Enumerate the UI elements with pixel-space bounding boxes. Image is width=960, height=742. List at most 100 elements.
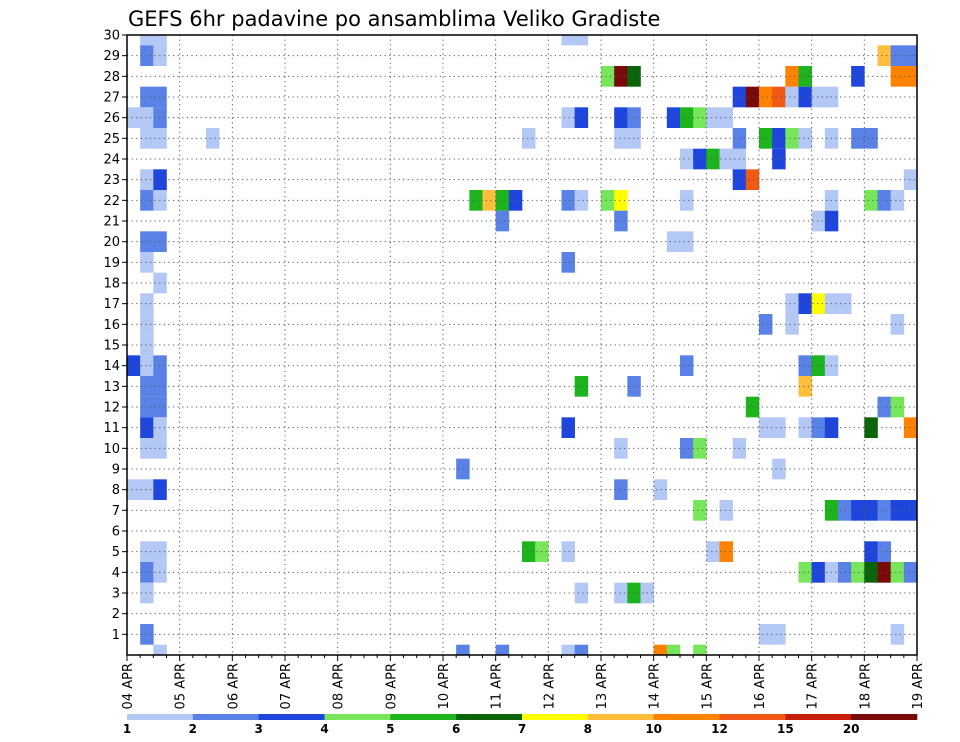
heatmap-cell bbox=[772, 148, 786, 170]
heatmap-cell bbox=[601, 190, 615, 211]
heatmap-cell bbox=[759, 314, 773, 335]
x-tick-label: 17 APR bbox=[806, 663, 821, 709]
heatmap-cell bbox=[785, 293, 799, 314]
y-tick-label: 19 bbox=[103, 256, 120, 271]
heatmap-cell bbox=[140, 128, 154, 149]
heatmap-cell bbox=[772, 128, 786, 149]
heatmap-cell bbox=[140, 252, 154, 273]
y-tick-label: 15 bbox=[103, 339, 120, 354]
heatmap-cell bbox=[719, 148, 733, 170]
heatmap-cell bbox=[574, 190, 589, 211]
heatmap-cell bbox=[864, 128, 878, 149]
heatmap-cell bbox=[864, 562, 878, 583]
y-tick-label: 4 bbox=[112, 566, 120, 581]
heatmap-cell bbox=[140, 396, 154, 418]
heatmap-cell bbox=[798, 128, 812, 149]
heatmap-cell bbox=[798, 86, 812, 108]
heatmap-cell bbox=[140, 190, 154, 211]
x-tick-label: 15 APR bbox=[700, 663, 715, 709]
y-tick-labels: 1234567891011121314151617181920212223242… bbox=[103, 29, 120, 643]
heatmap-cell bbox=[890, 562, 905, 583]
heatmap-cell bbox=[614, 438, 628, 459]
heatmap-cell bbox=[719, 541, 733, 562]
heatmap-cell bbox=[495, 190, 510, 211]
y-tick-label: 10 bbox=[103, 442, 120, 457]
y-tick-label: 29 bbox=[103, 49, 120, 64]
legend-label: 15 bbox=[777, 722, 794, 736]
legend-swatch bbox=[522, 714, 589, 720]
heatmap-cell bbox=[522, 128, 536, 149]
axes bbox=[122, 34, 918, 661]
heatmap-cell bbox=[495, 644, 510, 655]
heatmap-cell bbox=[561, 107, 575, 128]
y-tick-label: 12 bbox=[103, 401, 120, 416]
heatmap-cell bbox=[890, 624, 905, 645]
heatmap-cell bbox=[798, 376, 812, 397]
legend-swatch bbox=[324, 714, 391, 720]
heatmap-cell bbox=[680, 190, 694, 211]
x-tick-label: 05 APR bbox=[174, 663, 189, 709]
heatmap-cell bbox=[140, 107, 154, 128]
heatmap-cell bbox=[614, 66, 628, 87]
heatmap-cell bbox=[759, 86, 773, 108]
x-tick-label: 12 APR bbox=[542, 663, 557, 709]
legend-label: 6 bbox=[452, 722, 460, 736]
heatmap-cell bbox=[864, 417, 878, 438]
heatmap-cell bbox=[574, 376, 589, 397]
heatmap-cell bbox=[719, 107, 733, 128]
heatmap-cell bbox=[903, 169, 918, 190]
y-tick-label: 9 bbox=[112, 463, 120, 478]
heatmap-cell bbox=[495, 210, 510, 232]
heatmap-cell bbox=[903, 417, 918, 438]
x-tick-label: 10 APR bbox=[437, 663, 452, 709]
x-tick-label: 14 APR bbox=[648, 663, 663, 709]
heatmap-cell bbox=[785, 128, 799, 149]
heatmap-cell bbox=[785, 86, 799, 108]
y-tick-label: 25 bbox=[103, 132, 120, 147]
heatmap-cell bbox=[798, 355, 812, 376]
heatmap-cell bbox=[614, 190, 628, 211]
heatmap-cell bbox=[140, 169, 154, 190]
legend-label: 8 bbox=[584, 722, 592, 736]
y-tick-label: 22 bbox=[103, 194, 120, 209]
heatmap-cell bbox=[745, 86, 760, 108]
heatmap-cell bbox=[680, 355, 694, 376]
heatmap-cell bbox=[561, 35, 575, 46]
y-tick-label: 27 bbox=[103, 91, 120, 106]
y-tick-label: 16 bbox=[103, 318, 120, 333]
y-tick-label: 1 bbox=[112, 628, 120, 643]
heatmap-cell bbox=[877, 45, 891, 66]
x-tick-label: 19 APR bbox=[911, 663, 926, 709]
heatmap-cell bbox=[140, 624, 154, 645]
heatmap-cell bbox=[601, 66, 615, 87]
heatmap-cell bbox=[890, 190, 905, 211]
legend-label: 3 bbox=[254, 722, 262, 736]
x-tick-labels: 04 APR 05 APR 06 APR 07 APR 08 APR 09 APR 10 A… bbox=[121, 663, 926, 709]
legend-label: 12 bbox=[711, 722, 728, 736]
heatmap-cell bbox=[140, 334, 154, 356]
heatmap-cell bbox=[127, 107, 141, 128]
legend-swatch bbox=[587, 714, 654, 720]
heatmap-cell bbox=[851, 562, 865, 583]
heatmap-cell bbox=[561, 252, 575, 273]
heatmap-cell bbox=[811, 562, 826, 583]
x-tick-label: 07 APR bbox=[279, 663, 294, 709]
heatmap-cell bbox=[508, 190, 523, 211]
heatmap-cell bbox=[127, 355, 141, 376]
heatmap-cell bbox=[772, 624, 786, 645]
heatmap-cell bbox=[140, 86, 154, 108]
x-tick-label: 06 APR bbox=[226, 663, 241, 709]
heatmap-cell bbox=[745, 169, 760, 190]
heatmap-cell bbox=[574, 107, 589, 128]
heatmap-cell bbox=[469, 190, 483, 211]
heatmap-cell bbox=[140, 376, 154, 397]
heatmap-cell bbox=[140, 314, 154, 335]
heatmap-cell bbox=[890, 66, 905, 87]
heatmap-cell bbox=[706, 541, 720, 562]
heatmap-cell bbox=[890, 396, 905, 418]
heatmap-cell bbox=[140, 45, 154, 66]
legend-swatch bbox=[258, 714, 325, 720]
heatmap-cell bbox=[140, 355, 154, 376]
y-tick-label: 26 bbox=[103, 111, 120, 126]
y-tick-label: 13 bbox=[103, 380, 120, 395]
